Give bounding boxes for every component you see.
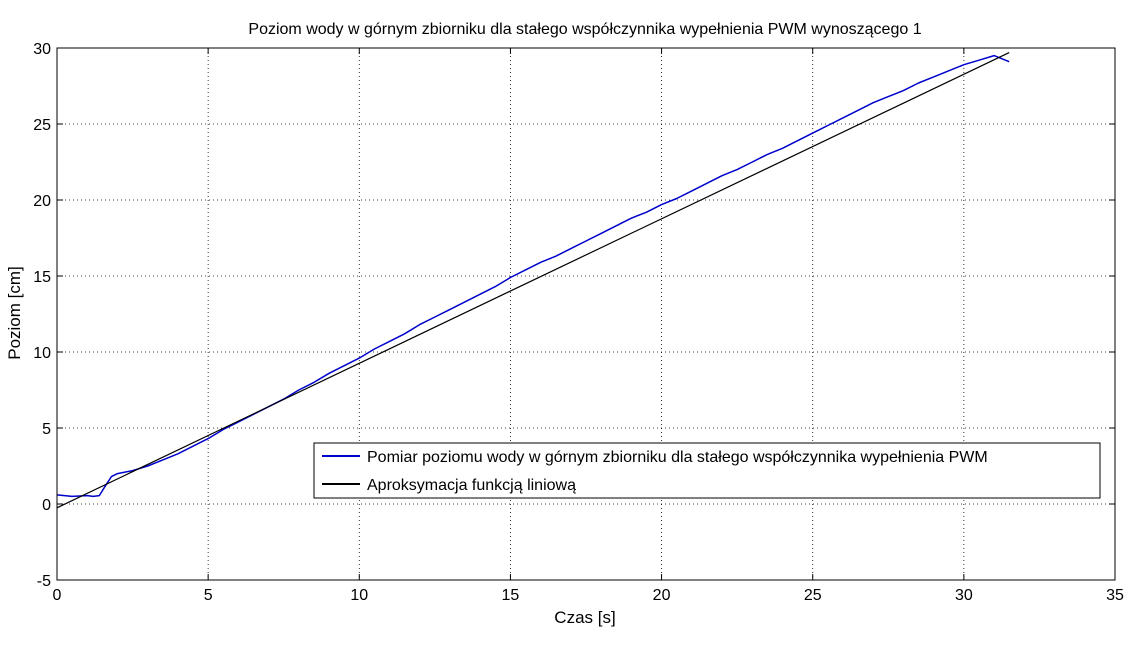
y-tick-label: 15 — [33, 269, 51, 286]
legend-label-measurement: Pomiar poziomu wody w górnym zbiorniku d… — [367, 449, 988, 466]
y-tick-label: 5 — [42, 421, 51, 438]
series-line-measurement — [56, 54, 1010, 498]
legend-box — [313, 442, 1101, 499]
x-tick-label: 0 — [53, 587, 62, 604]
x-tick-labels: 0 5 10 15 20 25 30 35 — [53, 587, 1124, 604]
y-tick-label: 20 — [33, 193, 51, 210]
y-tick-label: 10 — [33, 345, 51, 362]
x-tick-label: 5 — [204, 587, 213, 604]
axes-box — [56, 47, 1116, 581]
x-tick-label: 35 — [1106, 587, 1124, 604]
x-axis-label: Czas [s] — [554, 608, 615, 627]
grid-lines — [57, 48, 1115, 580]
y-tick-labels: -5 0 5 10 15 20 25 30 — [33, 41, 51, 590]
y-tick-label: 0 — [42, 497, 51, 514]
chart-title: Poziom wody w górnym zbiorniku dla stałe… — [248, 21, 921, 38]
legend-label-linear-fit: Aproksymacja funkcją liniową — [367, 477, 576, 494]
y-tick-label: -5 — [37, 573, 51, 590]
x-tick-label: 30 — [955, 587, 973, 604]
y-tick-label: 30 — [33, 41, 51, 58]
legend: Pomiar poziomu wody w górnym zbiorniku d… — [313, 442, 1101, 499]
series-line-linear-fit — [56, 52, 1010, 509]
x-tick-label: 10 — [350, 587, 368, 604]
x-tick-label: 15 — [502, 587, 520, 604]
x-tick-label: 20 — [653, 587, 671, 604]
data-series — [56, 52, 1010, 509]
tick-marks — [56, 47, 1116, 581]
x-tick-label: 25 — [804, 587, 822, 604]
y-axis-label: Poziom [cm] — [5, 266, 24, 360]
y-tick-label: 25 — [33, 117, 51, 134]
